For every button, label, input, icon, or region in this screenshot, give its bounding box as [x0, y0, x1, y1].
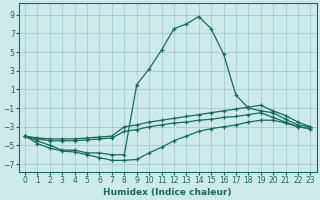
X-axis label: Humidex (Indice chaleur): Humidex (Indice chaleur)	[103, 188, 232, 197]
